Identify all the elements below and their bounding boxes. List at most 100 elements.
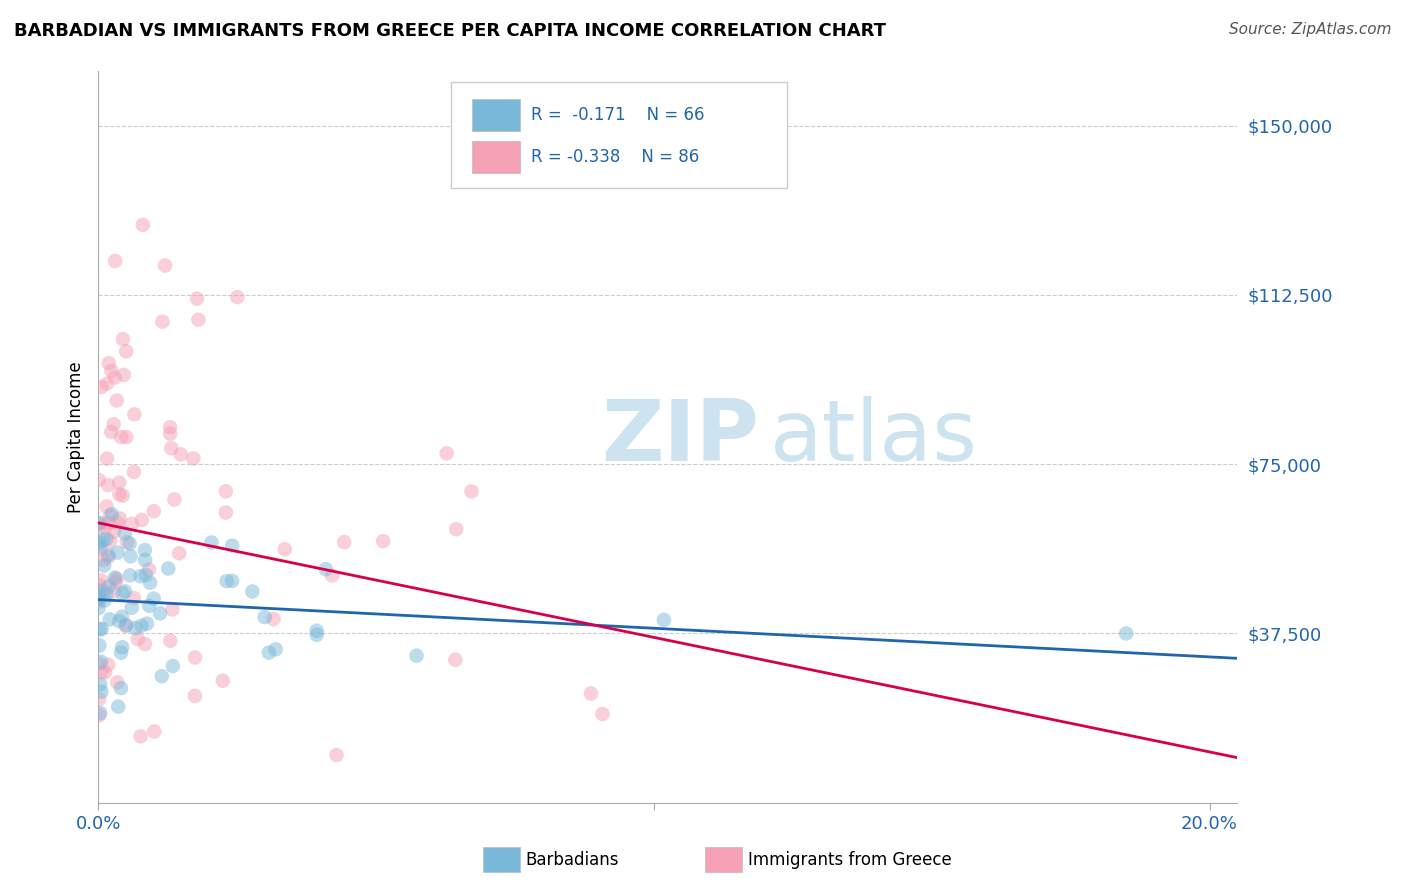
Point [94,521,117,535]
Point [110,646,132,660]
Point [124,621,146,635]
Point [87,539,110,553]
Point [97,657,120,672]
Point [159,633,181,648]
Point [90,665,112,680]
Point [264,642,287,657]
Point [170,447,193,461]
Point [97,356,120,370]
Point [87,516,110,531]
Point [129,569,152,583]
Point [122,591,145,606]
Point [105,675,128,690]
Point [104,370,127,384]
Point [89,692,111,706]
Text: R =  -0.171    N = 66: R = -0.171 N = 66 [531,106,704,124]
Point [149,607,172,621]
Point [97,516,120,530]
Point [153,259,176,273]
Text: R = -0.338    N = 86: R = -0.338 N = 86 [531,148,699,166]
Point [305,624,328,638]
Point [160,442,183,456]
FancyBboxPatch shape [484,847,520,872]
Point [114,584,136,599]
FancyBboxPatch shape [451,82,787,188]
Point [100,364,122,378]
Point [181,451,204,466]
Point [115,619,138,633]
Point [221,574,243,588]
FancyBboxPatch shape [472,99,520,131]
Point [134,553,156,567]
Point [325,747,347,762]
Point [132,218,155,232]
Point [105,393,128,408]
Point [91,533,114,548]
Point [333,535,356,549]
Point [139,575,162,590]
Point [103,584,125,599]
Point [93,593,115,607]
Point [96,451,118,466]
Point [104,254,127,268]
Point [134,543,156,558]
Point [200,535,222,549]
Point [115,618,138,632]
Text: BARBADIAN VS IMMIGRANTS FROM GREECE PER CAPITA INCOME CORRELATION CHART: BARBADIAN VS IMMIGRANTS FROM GREECE PER … [14,22,886,40]
Point [97,478,120,492]
Point [115,344,138,359]
Point [90,380,112,394]
Point [135,568,157,582]
Point [142,504,165,518]
Y-axis label: Per Capita Income: Per Capita Income [66,361,84,513]
Point [186,292,208,306]
Point [163,492,186,507]
Point [652,613,675,627]
Point [90,655,112,669]
Point [94,665,117,680]
Point [87,601,110,615]
Point [131,513,153,527]
Point [101,507,124,521]
Point [111,489,134,503]
Point [105,572,128,586]
Point [89,594,111,608]
Point [118,536,141,550]
Point [134,637,156,651]
Point [89,578,111,592]
Point [93,558,115,573]
Point [215,484,238,499]
Text: Immigrants from Greece: Immigrants from Greece [748,851,952,869]
Point [579,686,602,700]
Point [112,368,135,382]
Point [373,534,395,549]
Point [89,639,111,653]
FancyBboxPatch shape [706,847,742,872]
Point [91,583,114,598]
Point [150,669,173,683]
Point [460,484,482,499]
Point [1115,626,1137,640]
Text: Source: ZipAtlas.com: Source: ZipAtlas.com [1229,22,1392,37]
Point [143,724,166,739]
Point [131,618,153,632]
Point [138,599,160,613]
FancyBboxPatch shape [472,141,520,173]
Point [89,519,111,533]
Point [121,600,143,615]
Point [221,539,243,553]
Point [90,574,112,588]
Point [436,446,458,460]
Point [122,465,145,479]
Point [107,516,129,531]
Point [100,425,122,439]
Point [111,609,134,624]
Point [159,420,181,434]
Point [97,548,120,562]
Point [120,549,142,564]
Point [96,532,118,546]
Point [226,290,249,304]
Point [187,312,209,326]
Point [405,648,427,663]
Point [129,730,152,744]
